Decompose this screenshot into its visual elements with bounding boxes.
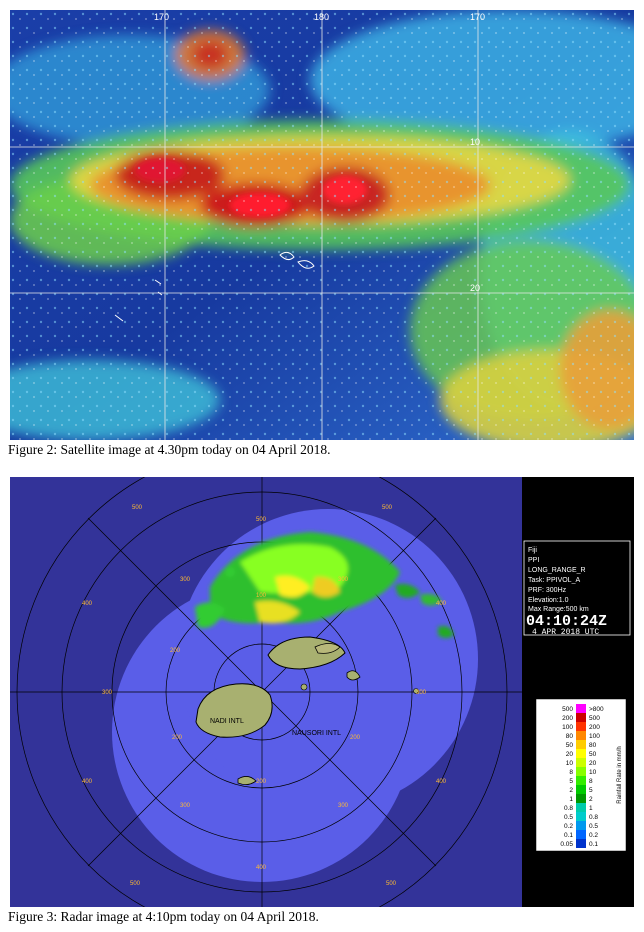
range-label-200-s: 200 bbox=[256, 779, 267, 785]
nadi-label: NADI INTL bbox=[210, 718, 244, 725]
legend-right-value: 20 bbox=[589, 760, 597, 767]
legend-right-value: 500 bbox=[589, 715, 600, 722]
range-label-300-ne: 300 bbox=[338, 577, 349, 583]
legend-swatch bbox=[576, 812, 586, 821]
info-line-mode: LONG_RANGE_R bbox=[528, 567, 586, 574]
range-labels: 500 100 500 500 400 300 300 400 200 300 … bbox=[82, 505, 447, 887]
legend-left-value: 10 bbox=[566, 760, 574, 767]
legend-right-value: 0.5 bbox=[589, 823, 598, 830]
range-label-300-w: 300 bbox=[102, 690, 113, 696]
range-label-300-e: 300 bbox=[416, 690, 427, 696]
figure-3-caption: Figure 3: Radar image at 4:10pm today on… bbox=[8, 909, 319, 924]
legend-swatch bbox=[576, 830, 586, 839]
legend-swatch bbox=[576, 821, 586, 830]
radar-time: 04:10:24Z bbox=[526, 613, 607, 630]
legend-right-value: 8 bbox=[589, 778, 593, 785]
range-label-500-nw: 500 bbox=[132, 505, 143, 511]
legend-swatch bbox=[576, 740, 586, 749]
radar-image: 500 100 500 500 400 300 300 400 200 300 … bbox=[10, 477, 634, 907]
legend-swatch bbox=[576, 731, 586, 740]
info-line-elevation: Elevation:1.0 bbox=[528, 597, 569, 604]
nausori-label: NAUSORI INTL bbox=[292, 730, 341, 737]
legend-right-value: 10 bbox=[589, 769, 597, 776]
legend-left-value: 100 bbox=[562, 724, 573, 731]
legend-swatch bbox=[576, 803, 586, 812]
legend-left-value: 500 bbox=[562, 706, 573, 713]
rain-echoes bbox=[195, 532, 454, 638]
range-label-400-ne: 400 bbox=[436, 601, 447, 607]
legend-right-value: 100 bbox=[589, 733, 600, 740]
info-line-task: Task: PPIVOL_A bbox=[528, 577, 580, 584]
range-label-200-nw: 200 bbox=[170, 648, 181, 654]
grid-label-170e: 170 bbox=[470, 12, 485, 22]
legend-left-value: 200 bbox=[562, 715, 573, 722]
legend-left-value: 20 bbox=[566, 751, 574, 758]
range-label-300-se: 300 bbox=[338, 803, 349, 809]
radar-date: 4 APR 2018 UTC bbox=[532, 628, 599, 637]
legend-left-value: 5 bbox=[569, 778, 573, 785]
figure-2-caption: Figure 2: Satellite image at 4.30pm toda… bbox=[8, 442, 331, 457]
fiji-islands bbox=[195, 636, 419, 785]
radar-info-panel: Fiji PPI LONG_RANGE_R Task: PPIVOL_A PRF… bbox=[523, 540, 631, 637]
range-label-400-s: 400 bbox=[256, 865, 267, 871]
satellite-image: 170 180 170 10 20 bbox=[10, 10, 634, 440]
legend-swatch bbox=[576, 785, 586, 794]
grid-label-10s: 10 bbox=[470, 137, 480, 147]
range-label-200-sw: 200 bbox=[172, 735, 183, 741]
legend-right-value: 1 bbox=[589, 805, 593, 812]
legend-left-value: 50 bbox=[566, 742, 574, 749]
legend-swatch bbox=[576, 713, 586, 722]
legend-left-value: 0.2 bbox=[564, 823, 573, 830]
range-label-300-sw: 300 bbox=[180, 803, 191, 809]
range-label-300-nw: 300 bbox=[180, 577, 191, 583]
legend-left-value: 0.1 bbox=[564, 832, 573, 839]
grid-label-170w: 170 bbox=[154, 12, 169, 22]
range-label-100-n: 100 bbox=[256, 593, 267, 599]
info-line-product: PPI bbox=[528, 557, 539, 564]
legend-left-value: 0.5 bbox=[564, 814, 573, 821]
info-line-range: Max Range:500 km bbox=[528, 606, 589, 613]
legend-right-value: 50 bbox=[589, 751, 597, 758]
legend-left-value: 0.8 bbox=[564, 805, 573, 812]
legend-swatch bbox=[576, 722, 586, 731]
legend-left-value: 2 bbox=[569, 787, 573, 794]
legend-right-value: >800 bbox=[589, 706, 604, 713]
range-label-500-se: 500 bbox=[386, 881, 397, 887]
range-label-500-sw: 500 bbox=[130, 881, 141, 887]
legend-right-value: 200 bbox=[589, 724, 600, 731]
range-label-200-se: 200 bbox=[350, 735, 361, 741]
legend-left-value: 8 bbox=[569, 769, 573, 776]
legend-left-value: 1 bbox=[569, 796, 573, 803]
legend-swatch bbox=[576, 839, 586, 848]
range-label-400-se: 400 bbox=[436, 779, 447, 785]
legend-swatch bbox=[576, 704, 586, 713]
info-line-prf: PRF: 300Hz bbox=[528, 587, 567, 594]
legend-left-value: 80 bbox=[566, 733, 574, 740]
legend-swatch bbox=[576, 767, 586, 776]
range-label-400-sw: 400 bbox=[82, 779, 93, 785]
info-line-site: Fiji bbox=[528, 547, 537, 554]
legend-swatch bbox=[576, 749, 586, 758]
legend-right-value: 0.1 bbox=[589, 841, 598, 848]
legend-right-value: 0.2 bbox=[589, 832, 598, 839]
grid-label-20s: 20 bbox=[470, 283, 480, 293]
range-label-400-w: 400 bbox=[82, 601, 93, 607]
legend-swatch bbox=[576, 758, 586, 767]
range-label-500-n: 500 bbox=[256, 517, 267, 523]
legend-right-value: 0.8 bbox=[589, 814, 598, 821]
rainfall-legend: 500 >800 200 500 100 200 80 100 50 80 20 50 10 20 8 10 5… bbox=[535, 698, 627, 852]
legend-right-value: 5 bbox=[589, 787, 593, 794]
grid-label-180: 180 bbox=[314, 12, 329, 22]
legend-swatch bbox=[576, 776, 586, 785]
legend-right-value: 2 bbox=[589, 796, 593, 803]
range-label-500-ne: 500 bbox=[382, 505, 393, 511]
legend-right-value: 80 bbox=[589, 742, 597, 749]
legend-left-value: 0.05 bbox=[560, 841, 573, 848]
legend-swatch bbox=[576, 794, 586, 803]
legend-title: Rainfall Rate in mm/h bbox=[617, 746, 623, 803]
